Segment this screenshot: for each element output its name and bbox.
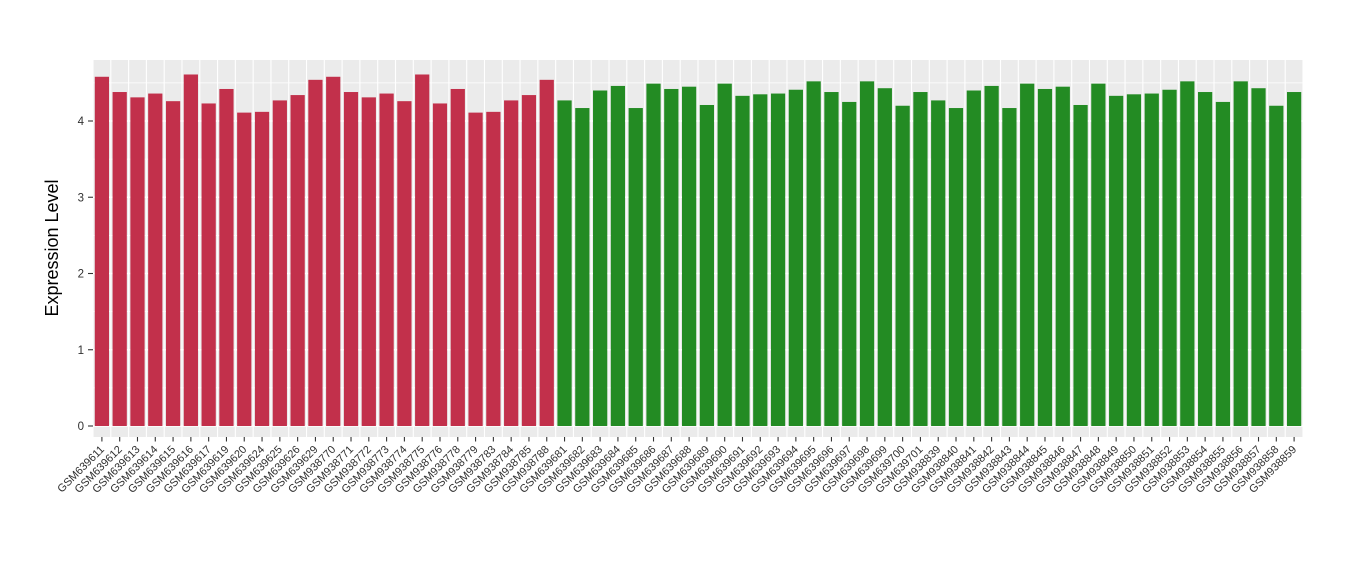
bar — [94, 76, 110, 427]
bar — [557, 100, 572, 426]
bar — [130, 97, 145, 427]
bar — [593, 90, 608, 426]
bar — [770, 93, 786, 427]
bar — [1215, 101, 1231, 426]
y-axis-title: Expression Level — [42, 179, 62, 316]
bar — [1144, 93, 1159, 427]
bar — [272, 100, 287, 426]
bar — [361, 97, 376, 427]
bar — [806, 81, 821, 426]
bar — [237, 112, 252, 427]
bar — [1286, 92, 1302, 427]
bar — [788, 89, 803, 427]
bar — [183, 74, 198, 427]
bar — [699, 104, 715, 427]
bar — [432, 103, 448, 427]
bar — [308, 79, 323, 426]
bar — [895, 105, 910, 426]
y-tick-label: 1 — [78, 345, 84, 357]
bar — [984, 85, 999, 427]
bar — [1180, 81, 1195, 426]
bar — [1198, 92, 1213, 427]
bar — [521, 95, 537, 426]
bar — [165, 101, 181, 427]
y-tick-label: 4 — [78, 116, 85, 128]
bar — [948, 108, 964, 426]
bar — [112, 92, 127, 427]
bar — [148, 93, 163, 427]
bar — [913, 92, 928, 427]
bar — [1269, 105, 1284, 426]
bar — [379, 93, 394, 427]
bar — [610, 85, 626, 427]
bar — [1162, 89, 1177, 427]
bars — [94, 74, 1302, 427]
bar — [1233, 81, 1248, 426]
bar — [539, 79, 554, 426]
bar — [824, 92, 839, 427]
bar — [201, 103, 216, 427]
bar — [877, 88, 892, 427]
bar — [931, 100, 946, 426]
bar — [1109, 95, 1124, 427]
bar — [1020, 83, 1035, 426]
bar — [1251, 88, 1266, 427]
bar — [681, 86, 697, 426]
bar — [646, 83, 661, 426]
bar — [664, 88, 679, 426]
bar — [1091, 83, 1106, 426]
bar — [1055, 86, 1070, 426]
bar — [628, 108, 643, 426]
bar — [504, 100, 519, 426]
bar — [966, 90, 981, 426]
bar — [254, 111, 270, 426]
bar — [450, 88, 465, 426]
bar — [486, 111, 501, 426]
y-tick-label: 0 — [78, 421, 84, 433]
bar — [575, 108, 590, 426]
bar — [1002, 108, 1017, 426]
bar — [290, 95, 305, 426]
bar — [219, 88, 234, 426]
bar — [842, 101, 857, 426]
y-tick-label: 2 — [78, 269, 84, 281]
bar — [326, 76, 341, 427]
y-tick-label: 3 — [78, 192, 84, 204]
bar — [415, 74, 430, 427]
bar — [859, 81, 875, 426]
bar — [753, 94, 768, 426]
bar — [735, 95, 750, 427]
bar — [343, 92, 359, 427]
bar — [397, 101, 412, 427]
bar — [1037, 88, 1053, 426]
bar — [1073, 104, 1088, 427]
bar — [717, 83, 732, 426]
bar — [1126, 94, 1142, 426]
bar — [468, 112, 483, 427]
